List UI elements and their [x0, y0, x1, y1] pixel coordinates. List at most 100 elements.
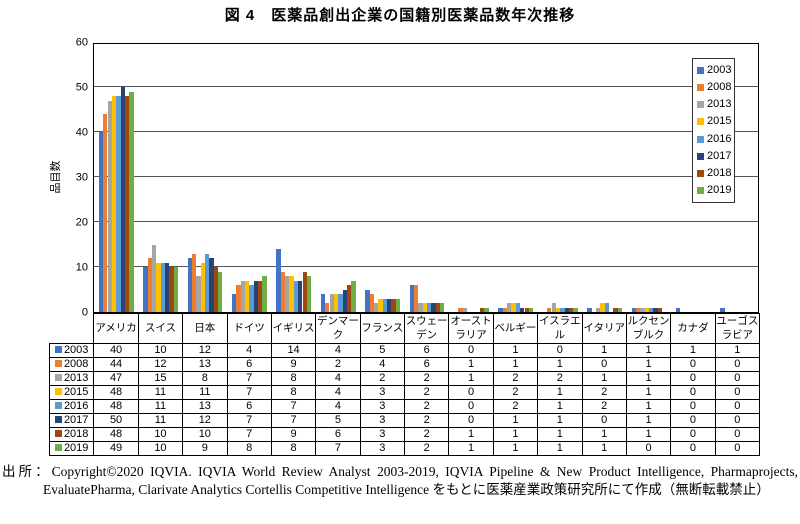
value-cell: 2 — [492, 385, 539, 400]
year-row-label: 2015 — [48, 385, 95, 400]
value-cell: 2 — [403, 441, 450, 456]
country-header-cell: ベルギー — [492, 313, 539, 344]
value-cell: 1 — [492, 413, 539, 428]
value-cell: 1 — [625, 371, 672, 386]
series-color-chip-icon — [54, 388, 62, 395]
bar — [346, 285, 352, 312]
value-cell: 4 — [315, 371, 361, 386]
y-tick-label: 50 — [75, 81, 88, 94]
bar — [325, 303, 330, 312]
value-cell: 11 — [137, 413, 184, 428]
value-cell: 2 — [492, 371, 539, 386]
legend-year-label: 2013 — [707, 98, 732, 111]
y-tick-label: 10 — [75, 261, 88, 274]
value-cell: 0 — [537, 343, 583, 358]
bar — [156, 262, 161, 312]
value-cell: 7 — [226, 427, 272, 442]
bar — [373, 303, 379, 312]
value-cell: 9 — [270, 357, 317, 372]
chart-title: 図 4 医薬品創出企業の国籍別医薬品数年次推移 — [224, 7, 576, 24]
country-header-cell: デンマーク — [315, 313, 361, 344]
table-header-row: アメリカ スイス 日本 ドイツ イギリス デンマーク フランス スウェーデン オーストラリア ベル… — [50, 313, 761, 344]
table-row: 2015 48 11 11 7 8 4 3 2 0 2 1 2 1 0 0 — [48, 385, 761, 400]
value-cell: 0 — [448, 385, 494, 400]
value-cell: 40 — [93, 343, 139, 358]
bar — [378, 298, 383, 312]
country-header-cell: イギリス — [270, 313, 317, 344]
value-cell: 8 — [270, 441, 317, 456]
bar — [462, 307, 468, 312]
legend-year-label: 2015 — [707, 115, 732, 128]
value-cell: 1 — [625, 385, 672, 400]
value-cell: 2 — [492, 399, 539, 414]
bar — [395, 298, 400, 312]
series-color-chip-icon — [54, 444, 62, 451]
bar — [635, 307, 641, 312]
gridline — [94, 176, 758, 177]
bar — [555, 307, 561, 312]
bar — [111, 96, 117, 312]
gridline — [94, 221, 758, 222]
legend-swatch-icon — [697, 84, 704, 92]
bar — [320, 294, 326, 312]
legend-swatch-icon — [697, 152, 704, 160]
bar — [285, 276, 290, 312]
legend-year-label: 2019 — [707, 183, 732, 196]
value-cell: 0 — [448, 343, 494, 358]
value-cell: 12 — [137, 357, 184, 372]
legend-item: 2003 — [697, 65, 734, 76]
bar — [573, 307, 578, 312]
series-color-chip-icon — [54, 374, 62, 381]
bar — [191, 253, 197, 312]
value-cell: 5 — [315, 413, 361, 428]
value-cell: 5 — [359, 343, 406, 358]
bar — [409, 285, 414, 312]
table-row: 2016 48 11 13 6 7 4 3 2 0 2 1 2 1 0 0 — [48, 399, 761, 414]
value-cell: 1 — [625, 413, 672, 428]
value-cell: 1 — [537, 385, 583, 400]
value-cell: 1 — [492, 343, 539, 358]
bar — [653, 307, 658, 312]
table-row: 2019 49 10 9 8 8 7 3 2 1 1 1 1 0 0 0 — [48, 441, 761, 456]
country-header-cell: ルクセンブルク — [625, 313, 672, 344]
legend-year-label: 2016 — [707, 132, 732, 145]
bar — [484, 307, 489, 312]
country-header-cell: 日本 — [182, 313, 228, 344]
year-label: 2008 — [63, 358, 89, 371]
value-cell: 1 — [448, 441, 494, 456]
bar — [676, 307, 681, 312]
country-header-cell: ドイツ — [226, 313, 272, 344]
value-cell: 4 — [359, 357, 406, 372]
value-cell: 7 — [226, 413, 272, 428]
value-cell: 7 — [226, 371, 272, 386]
value-cell: 10 — [182, 427, 228, 442]
legend-year-label: 2017 — [707, 149, 732, 162]
value-cell: 8 — [270, 385, 317, 400]
value-cell: 0 — [670, 427, 716, 442]
value-cell: 48 — [93, 399, 139, 414]
bar — [169, 267, 174, 312]
value-cell: 13 — [182, 357, 228, 372]
value-cell: 2 — [403, 371, 450, 386]
value-cell: 10 — [137, 343, 184, 358]
bar — [369, 294, 374, 312]
value-cell: 0 — [670, 441, 716, 456]
value-cell: 1 — [625, 399, 672, 414]
value-cell: 8 — [270, 371, 317, 386]
value-cell: 0 — [714, 441, 761, 456]
bar — [600, 303, 605, 312]
bar — [595, 307, 601, 312]
year-row-label: 2008 — [48, 357, 95, 372]
bar — [617, 307, 622, 312]
bar — [644, 307, 649, 312]
value-cell: 7 — [270, 399, 317, 414]
bar — [435, 303, 441, 312]
table-row: 2018 48 10 10 7 9 6 3 2 1 1 1 1 1 0 0 — [48, 427, 761, 442]
value-cell: 0 — [714, 385, 761, 400]
value-cell: 2 — [403, 413, 450, 428]
value-cell: 1 — [625, 357, 672, 372]
bar — [151, 244, 157, 312]
series-color-chip-icon — [54, 416, 62, 423]
y-tick-label: 40 — [75, 126, 88, 139]
